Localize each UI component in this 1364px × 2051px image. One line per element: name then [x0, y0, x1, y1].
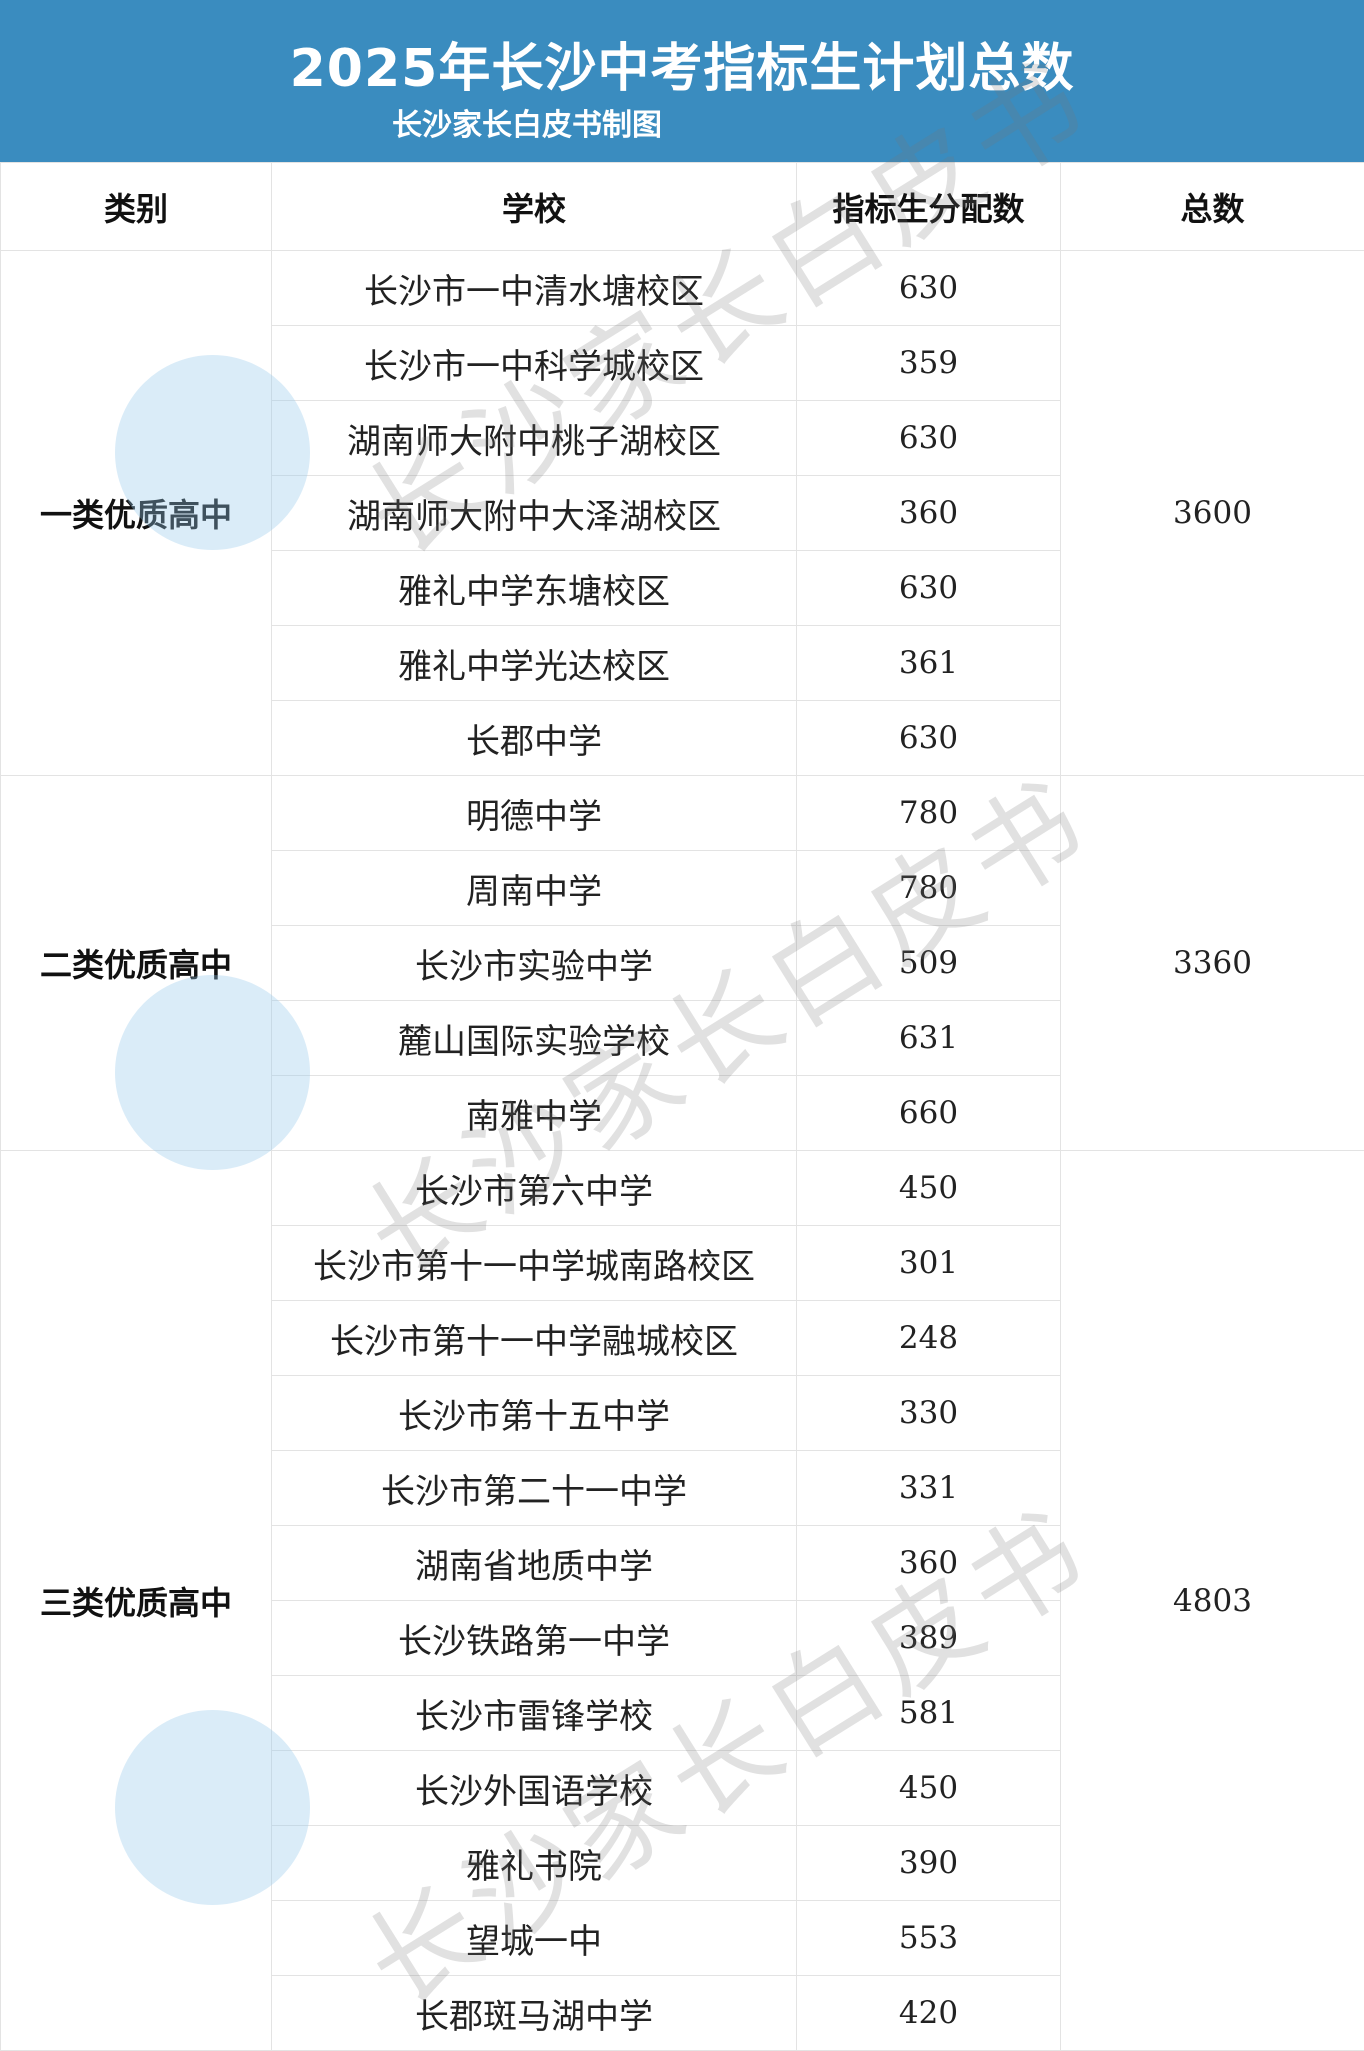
quota-cell: 389 [796, 1600, 1061, 1676]
quota-cell: 420 [796, 1975, 1061, 2051]
title-banner: 2025年长沙中考指标生计划总数 长沙家长白皮书制图 [0, 0, 1364, 162]
school-cell: 明德中学 [271, 775, 797, 851]
total-cell: 4803 [1060, 1150, 1364, 2051]
school-cell: 长沙市第十一中学融城校区 [271, 1300, 797, 1376]
category-cell: 三类优质高中 [0, 1150, 272, 2051]
column-header-category: 类别 [0, 162, 272, 251]
column-header-school: 学校 [271, 162, 797, 251]
table-row: 长沙市第十一中学融城校区 248 [1, 1300, 1364, 1376]
school-cell: 长沙市第十一中学城南路校区 [271, 1225, 797, 1301]
school-cell: 麓山国际实验学校 [271, 1000, 797, 1076]
school-cell: 长沙市雷锋学校 [271, 1675, 797, 1751]
school-cell: 南雅中学 [271, 1075, 797, 1151]
table-row: 长沙铁路第一中学 389 [1, 1600, 1364, 1676]
quota-cell: 248 [796, 1300, 1061, 1376]
total-cell: 3360 [1060, 775, 1364, 1151]
table-body: 一类优质高中 长沙市一中清水塘校区 630 3600 长沙市一中科学城校区 359 湖南师大… [0, 250, 1364, 2051]
category-cell: 二类优质高中 [0, 775, 272, 1151]
quota-cell: 330 [796, 1375, 1061, 1451]
quota-cell: 450 [796, 1750, 1061, 1826]
school-cell: 湖南师大附中桃子湖校区 [271, 400, 797, 476]
school-cell: 望城一中 [271, 1900, 797, 1976]
quota-cell: 553 [796, 1900, 1061, 1976]
school-cell: 长沙市第二十一中学 [271, 1450, 797, 1526]
quota-cell: 630 [796, 700, 1061, 776]
quota-cell: 581 [796, 1675, 1061, 1751]
table-row: 长沙市第十一中学城南路校区 301 [1, 1225, 1364, 1301]
school-cell: 湖南师大附中大泽湖校区 [271, 475, 797, 551]
table-row: 三类优质高中 长沙市第六中学 450 4803 [0, 1150, 1364, 2051]
school-cell: 长郡中学 [271, 700, 797, 776]
school-cell: 雅礼中学东塘校区 [271, 550, 797, 626]
school-cell: 长沙市第十五中学 [271, 1375, 797, 1451]
table-row: 南雅中学 660 [1, 1075, 1364, 1151]
table-row: 麓山国际实验学校 631 [1, 1000, 1364, 1076]
table-row: 长沙市一中科学城校区 359 [1, 325, 1364, 401]
quota-cell: 780 [796, 850, 1061, 926]
school-cell: 湖南省地质中学 [271, 1525, 797, 1601]
table-header-row: 类别 学校 指标生分配数 总数 [0, 162, 1364, 251]
school-cell: 雅礼中学光达校区 [271, 625, 797, 701]
school-cell: 长沙市一中科学城校区 [271, 325, 797, 401]
school-cell: 长郡斑马湖中学 [271, 1975, 797, 2051]
school-cell: 长沙市一中清水塘校区 [271, 250, 797, 326]
table-row: 一类优质高中 长沙市一中清水塘校区 630 3600 [0, 250, 1364, 776]
quota-cell: 630 [796, 250, 1061, 326]
column-header-total: 总数 [1060, 162, 1364, 251]
quota-cell: 660 [796, 1075, 1061, 1151]
quota-cell: 360 [796, 1525, 1061, 1601]
total-cell: 3600 [1060, 250, 1364, 776]
quota-cell: 630 [796, 400, 1061, 476]
quota-cell: 301 [796, 1225, 1061, 1301]
table-row: 望城一中 553 [1, 1900, 1364, 1976]
page-subtitle: 长沙家长白皮书制图 [392, 108, 662, 143]
quota-cell: 331 [796, 1450, 1061, 1526]
quota-cell: 361 [796, 625, 1061, 701]
table-row: 长沙市第十五中学 330 [1, 1375, 1364, 1451]
school-cell: 周南中学 [271, 850, 797, 926]
table-row: 长郡斑马湖中学 420 [1, 1975, 1364, 2051]
table-row: 长沙市实验中学 509 [1, 925, 1364, 1001]
quota-table: 类别 学校 指标生分配数 总数 一类优质高中 长沙市一中清水塘校区 630 3600 长… [0, 162, 1364, 2051]
quota-cell: 630 [796, 550, 1061, 626]
table-row: 雅礼书院 390 [1, 1825, 1364, 1901]
quota-cell: 360 [796, 475, 1061, 551]
category-cell: 一类优质高中 [0, 250, 272, 776]
table-row: 长沙市第二十一中学 331 [1, 1450, 1364, 1526]
school-cell: 长沙市第六中学 [271, 1150, 797, 1226]
page-title: 2025年长沙中考指标生计划总数 [289, 39, 1075, 99]
quota-cell: 509 [796, 925, 1061, 1001]
table-row: 周南中学 780 [1, 850, 1364, 926]
table-row: 长郡中学 630 [1, 700, 1364, 776]
quota-cell: 450 [796, 1150, 1061, 1226]
column-header-quota: 指标生分配数 [796, 162, 1061, 251]
quota-cell: 780 [796, 775, 1061, 851]
table-row: 长沙市雷锋学校 581 [1, 1675, 1364, 1751]
school-cell: 长沙铁路第一中学 [271, 1600, 797, 1676]
school-cell: 雅礼书院 [271, 1825, 797, 1901]
quota-cell: 631 [796, 1000, 1061, 1076]
school-cell: 长沙外国语学校 [271, 1750, 797, 1826]
table-row: 长沙外国语学校 450 [1, 1750, 1364, 1826]
quota-cell: 390 [796, 1825, 1061, 1901]
quota-cell: 359 [796, 325, 1061, 401]
table-row: 二类优质高中 明德中学 780 3360 [0, 775, 1364, 1151]
table-row: 雅礼中学光达校区 361 [1, 625, 1364, 701]
school-cell: 长沙市实验中学 [271, 925, 797, 1001]
